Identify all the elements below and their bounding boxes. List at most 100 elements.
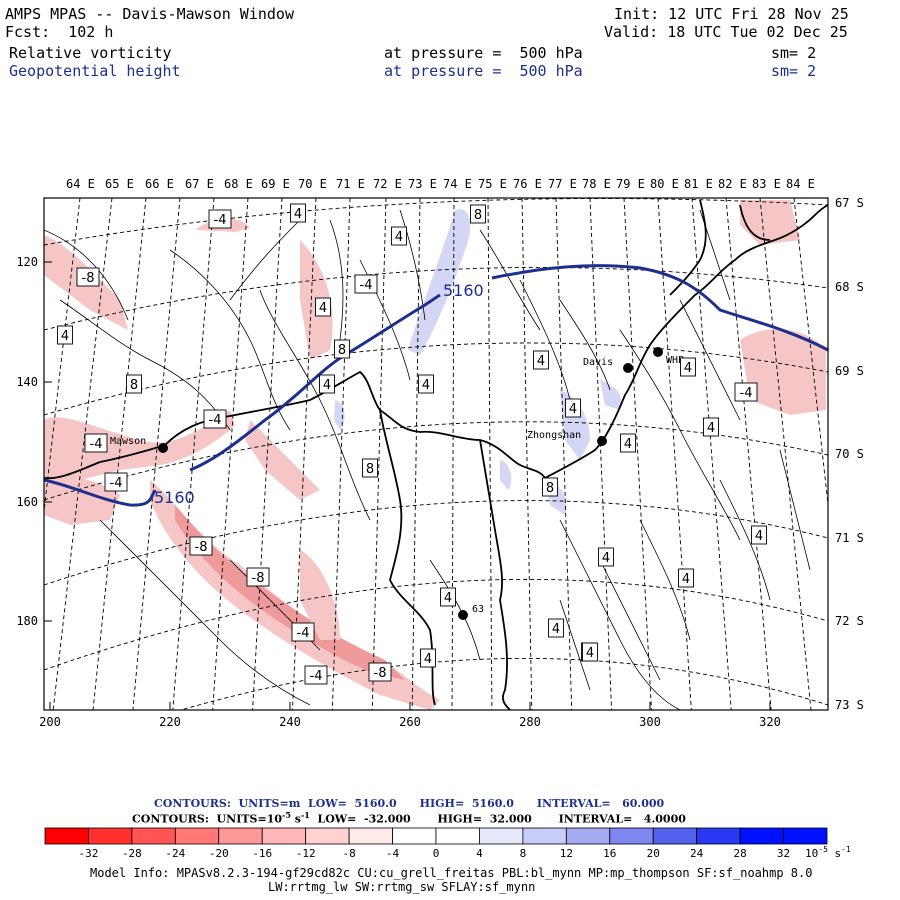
colorbar-swatch [783, 827, 828, 845]
colorbar-swatch [435, 827, 480, 845]
vorticity-label: 8 [474, 208, 482, 223]
vorticity-label: 4 [294, 207, 302, 222]
vorticity-label: -4 [297, 626, 310, 641]
vorticity-label-box [203, 409, 227, 429]
field2-level: at pressure = 500 hPa [384, 62, 583, 80]
vorticity-label-box [362, 458, 378, 478]
lon-label: 70 E [298, 177, 327, 191]
colorbar-tick-label: 0 [433, 847, 440, 860]
lon-label: 84 E [786, 177, 815, 191]
vorticity-label: 4 [707, 421, 715, 436]
lat-label: 70 S [835, 447, 864, 461]
vorticity-label: 8 [366, 462, 374, 477]
vorticity-label: 4 [444, 591, 452, 606]
colorbar-tick-label: 4 [476, 847, 483, 860]
vorticity-label-box [368, 662, 392, 682]
colorbar-swatch [652, 827, 698, 845]
vorticity-label: 8 [130, 378, 138, 393]
valid-time: Valid: 18 UTC Tue 02 Dec 25 [604, 23, 848, 41]
lat-label: 71 S [835, 531, 864, 545]
lat-lon-grid [44, 198, 828, 710]
vorticity-label-box [565, 398, 581, 418]
vorticity-label: 4 [624, 437, 632, 452]
colorbar-swatch [305, 827, 350, 845]
vorticity-label-box [533, 350, 549, 370]
lon-label: 65 E [105, 177, 134, 191]
vorticity-label-box [678, 568, 694, 588]
map-frame [43, 197, 829, 711]
station-label-mawson: Mawson [110, 436, 146, 447]
vorticity-label: 4 [684, 361, 692, 376]
x-axis-label: 260 [399, 715, 421, 729]
vorticity-label-box [189, 536, 213, 556]
x-axis-label: 220 [159, 715, 181, 729]
vorticity-label-box [57, 325, 73, 345]
colorbar-tick-label: -8 [342, 847, 355, 860]
lon-label: 81 E [684, 177, 713, 191]
vorticity-label-box [84, 433, 108, 453]
vorticity-label-box [734, 382, 758, 402]
colorbar-tick-label: -4 [386, 847, 400, 860]
colorbar-tick-label: 8 [520, 847, 527, 860]
vorticity-label: 4 [682, 572, 690, 587]
height-contour-label: 5160 [443, 281, 484, 300]
colorbar-tick-label: 24 [690, 847, 704, 860]
lon-label: 68 E [224, 177, 253, 191]
lon-label: 78 E [582, 177, 611, 191]
colorbar: -32 -28 -24 -20 -16 -12 -8 -4 0 4 8 12 16 20 24 28 32 10… [44, 827, 851, 860]
vorticity-label: 4 [323, 378, 331, 393]
lon-label: 80 E [650, 177, 679, 191]
vorticity-label-box [315, 297, 331, 317]
colorbar-swatch [44, 827, 89, 845]
vorticity-label: -4 [740, 386, 753, 401]
lon-label: 75 E [478, 177, 507, 191]
vorticity-label: -8 [252, 571, 265, 586]
lon-label: 76 E [513, 177, 542, 191]
vorticity-label: 4 [422, 378, 430, 393]
y-axis-label: 160 [16, 495, 38, 509]
field2-smoothing: sm= 2 [771, 62, 817, 80]
vorticity-label: 8 [546, 481, 554, 496]
vorticity-contour-labels: -4 4 8 -8 4 -4 4 8 4 -4 8 4 4 4 -4 4 4 -4 8 4 4 8 4 4 -4 -8 -8 -4 4 4… [57, 203, 767, 685]
vorticity-label-box [104, 472, 128, 492]
vorticity-label-box [304, 665, 328, 685]
vorticity-label: 4 [61, 329, 69, 344]
colorbar-swatch [392, 827, 437, 845]
lon-label: 66 E [145, 177, 174, 191]
colorbar-tick-label: 12 [560, 847, 573, 860]
lon-label: 73 E [408, 177, 437, 191]
station-63-marker [458, 610, 468, 620]
zhongshan-station-marker [597, 436, 607, 446]
model-info-line2: LW:rrtmg_lw SW:rrtmg_sw SFLAY:sf_mynn [268, 880, 536, 894]
vorticity-label-box [420, 648, 436, 668]
lat-label: 72 S [835, 614, 864, 628]
colorbar-swatch [739, 827, 784, 845]
vorticity-label-box [290, 203, 306, 223]
vorticity-label-box [126, 374, 142, 394]
contours-vorticity-legend: CONTOURS: UNITS=10-5 s-1 LOW= -32.000 HI… [132, 810, 686, 826]
field1-smoothing: sm= 2 [771, 44, 817, 62]
colorbar-swatch [174, 827, 220, 845]
vorticity-label: 4 [537, 354, 545, 369]
vorticity-label-box [703, 417, 719, 437]
lon-label: 82 E [718, 177, 747, 191]
vorticity-label: 4 [552, 622, 560, 637]
vorticity-label: 4 [424, 652, 432, 667]
vorticity-label-box [680, 357, 696, 377]
vorticity-label: -8 [374, 666, 387, 681]
davis-station-marker [623, 363, 633, 373]
colorbar-swatch [348, 827, 393, 845]
colorbar-tick-label: -16 [252, 847, 272, 860]
colorbar-tick-label: -32 [79, 847, 99, 860]
colorbar-tick-label: -24 [165, 847, 185, 860]
vorticity-label-box [208, 209, 232, 229]
field1-level: at pressure = 500 hPa [384, 44, 583, 62]
station-label-whp: WHP [666, 355, 684, 366]
vorticity-label-box [620, 433, 636, 453]
vorticity-label: 4 [319, 301, 327, 316]
vorticity-label-box [418, 374, 434, 394]
colorbar-tick-label: 16 [603, 847, 616, 860]
whp-station-marker [653, 347, 663, 357]
lat-label: 73 S [835, 698, 864, 712]
